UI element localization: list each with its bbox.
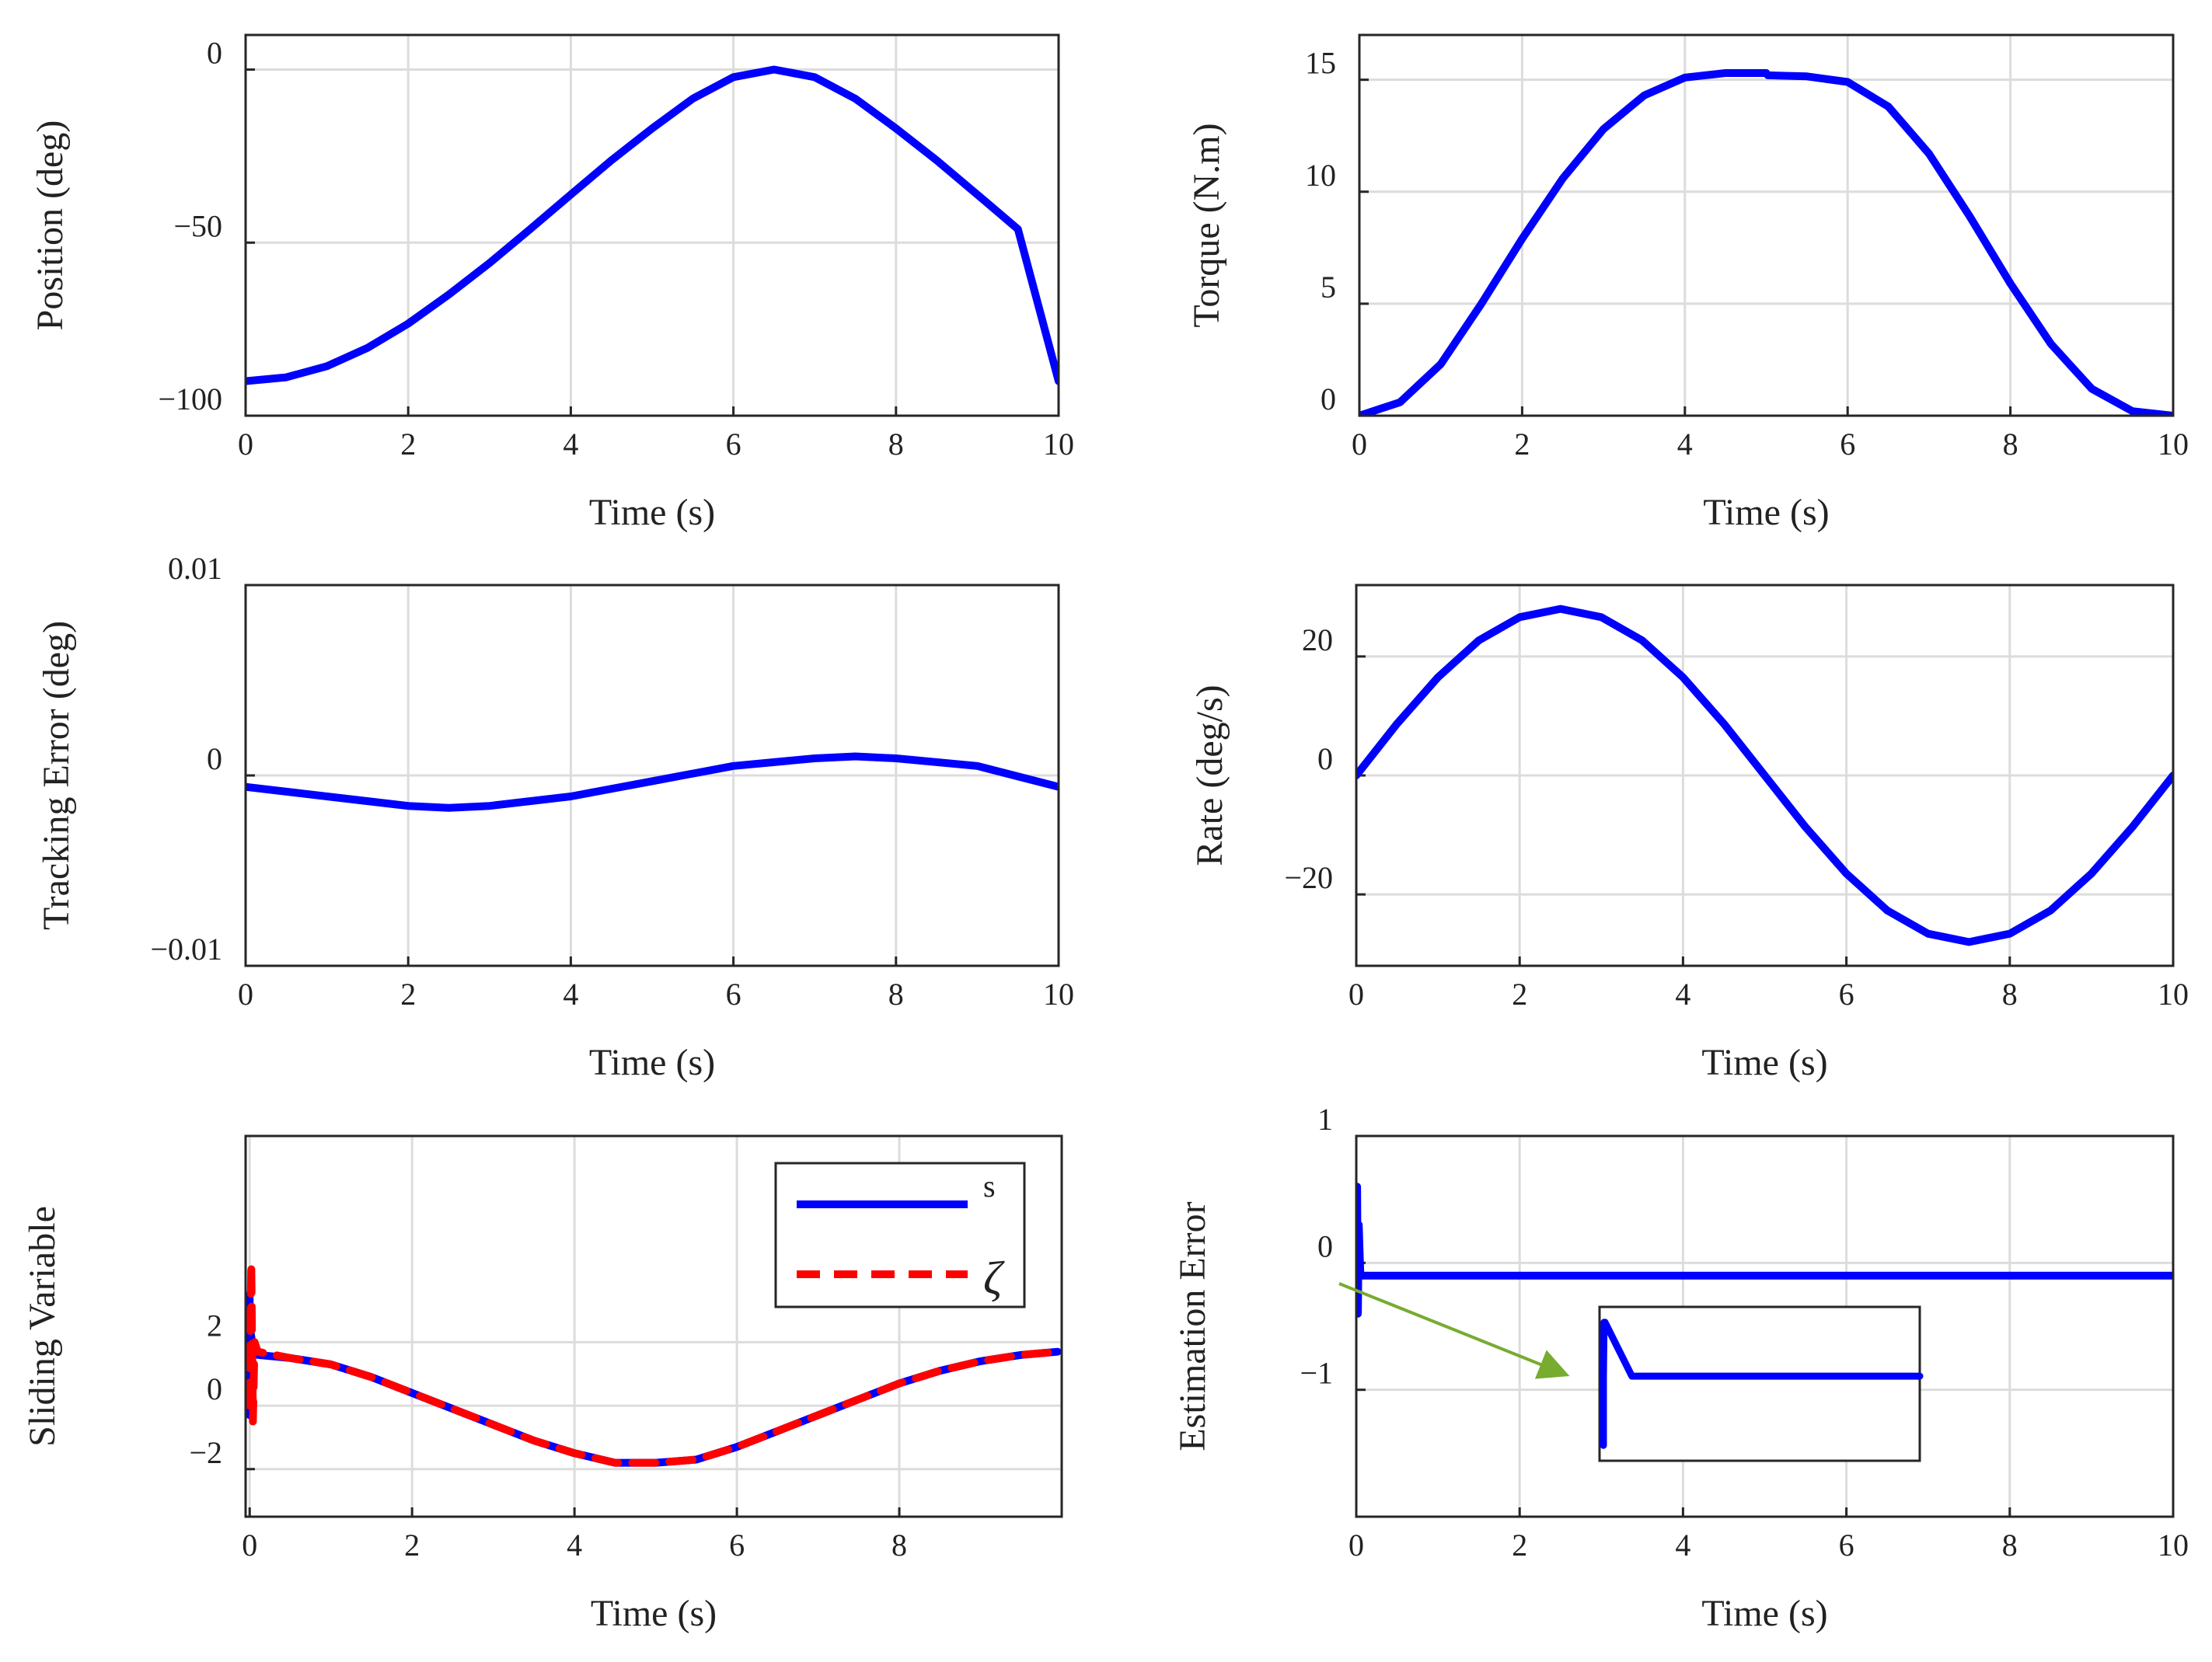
axes-frame	[1358, 33, 2175, 417]
x-tick-label: 8	[888, 427, 904, 462]
legend: sζ	[774, 1162, 1026, 1308]
inset-zoom	[1338, 1282, 1924, 1462]
y-tick-label: −2	[189, 1435, 222, 1470]
x-tick-label: 6	[726, 977, 741, 1012]
x-tick-label: 10	[2158, 977, 2189, 1012]
x-tick-label: 2	[404, 1528, 420, 1563]
x-axis-label: Time (s)	[1703, 492, 1829, 533]
x-tick-label: 0	[1348, 1528, 1364, 1563]
y-tick-label: 0	[207, 1371, 222, 1406]
plot-area	[246, 752, 1059, 812]
plot-area	[1359, 69, 2173, 416]
x-tick-label: 8	[2002, 1528, 2018, 1563]
x-tick-label: 2	[1514, 427, 1530, 462]
y-tick-label: −100	[158, 382, 222, 416]
axes-frame	[1355, 584, 2175, 967]
x-tick-label: 6	[729, 1528, 745, 1563]
series-line-torque	[1359, 69, 2173, 416]
y-tick-label: 1	[1317, 1102, 1333, 1137]
x-tick-label: 4	[1675, 977, 1690, 1012]
y-axis-label: Tracking Error (deg)	[36, 621, 77, 930]
x-axis-label: Time (s)	[589, 1042, 715, 1083]
axes-frame	[244, 1134, 1063, 1518]
y-tick-label: −1	[1300, 1356, 1333, 1391]
x-tick-label: 4	[563, 977, 578, 1012]
x-tick-label: 2	[1512, 977, 1527, 1012]
series-line-rate	[1356, 605, 2173, 946]
series-line-position	[246, 65, 1059, 385]
plot-area	[246, 65, 1059, 385]
inset-frame	[1598, 1305, 1921, 1462]
y-tick-label: 0	[207, 36, 222, 71]
x-tick-label: 10	[1043, 427, 1074, 462]
y-axis-label: Rate (deg/s)	[1189, 685, 1230, 866]
x-tick-label: 8	[888, 977, 904, 1012]
x-tick-label: 0	[242, 1528, 257, 1563]
x-tick-label: 8	[2003, 427, 2018, 462]
series-line-tracking-error	[246, 752, 1059, 812]
x-tick-label: 10	[2158, 427, 2189, 462]
x-tick-label: 4	[563, 427, 578, 462]
series-line-estimation-error	[1356, 1183, 2173, 1318]
axes-frame	[244, 33, 1060, 417]
y-tick-label: 10	[1305, 158, 1336, 193]
x-tick-label: 2	[400, 977, 416, 1012]
x-tick-label: 8	[2002, 977, 2018, 1012]
y-tick-label: −0.01	[150, 932, 222, 967]
x-tick-label: 0	[238, 977, 253, 1012]
x-axis-label: Time (s)	[591, 1593, 717, 1634]
axes-frame	[1355, 1134, 2175, 1518]
zoom-arrow	[1338, 1282, 1570, 1379]
y-axis-label: Position (deg)	[30, 120, 71, 331]
x-axis-label: Time (s)	[589, 492, 715, 533]
plot-area	[246, 1259, 1062, 1467]
series-line-zeta	[246, 1259, 1062, 1467]
x-tick-label: 4	[1675, 1528, 1690, 1563]
y-tick-label: 5	[1321, 270, 1336, 305]
chart-position: 0 2 4 6 8 10 −100 −50 0 Time (s) Position (deg)	[30, 33, 1074, 533]
x-axis-label: Time (s)	[1701, 1042, 1827, 1083]
y-tick-label: −50	[173, 208, 222, 243]
x-tick-label: 10	[2158, 1528, 2189, 1563]
y-tick-label: 0	[1321, 382, 1336, 416]
y-tick-label: −20	[1284, 860, 1333, 895]
y-axis-label: Estimation Error	[1172, 1201, 1213, 1451]
chart-torque: 0 2 4 6 8 10 0 5 10 15 Time (s) Torque (N.m)	[1186, 33, 2189, 533]
x-tick-label: 4	[1677, 427, 1693, 462]
y-tick-label: 2	[207, 1308, 222, 1343]
chart-estimation-error: 0 2 4 6 8 10 −1 0 1 Time (s) Estimation Error	[1172, 1102, 2189, 1634]
plot-area	[1356, 1183, 2173, 1318]
legend-label: s	[983, 1169, 996, 1204]
y-tick-label: 0	[207, 741, 222, 776]
x-tick-label: 0	[238, 427, 253, 462]
x-tick-label: 0	[1352, 427, 1367, 462]
x-tick-label: 2	[1512, 1528, 1527, 1563]
x-tick-label: 6	[1839, 977, 1854, 1012]
inset-curve	[1600, 1319, 1924, 1449]
y-tick-label: 15	[1305, 46, 1336, 81]
x-tick-label: 6	[726, 427, 741, 462]
y-tick-label: 0.01	[168, 551, 222, 586]
y-axis-label: Torque (N.m)	[1186, 123, 1227, 327]
x-tick-label: 4	[567, 1528, 582, 1563]
plot-area	[1356, 605, 2173, 946]
x-tick-label: 6	[1839, 1528, 1854, 1563]
x-tick-label: 6	[1840, 427, 1855, 462]
axes-frame	[244, 584, 1060, 967]
legend-box	[774, 1162, 1026, 1308]
x-tick-label: 8	[891, 1528, 907, 1563]
y-tick-label: 0	[1317, 1228, 1333, 1263]
chart-tracking-error: 0 2 4 6 8 10 −0.01 0 0.01 Time (s) Tracking Error …	[36, 551, 1074, 1083]
y-tick-label: 20	[1302, 622, 1333, 657]
y-axis-label: Sliding Variable	[22, 1206, 63, 1447]
y-tick-label: 0	[1317, 741, 1333, 776]
x-axis-label: Time (s)	[1701, 1593, 1827, 1634]
x-tick-label: 2	[400, 427, 416, 462]
x-tick-label: 10	[1043, 977, 1074, 1012]
legend-label: ζ	[983, 1253, 1005, 1304]
chart-rate: 0 2 4 6 8 10 −20 0 20 Time (s) Rate (deg/s)	[1189, 584, 2189, 1083]
x-tick-label: 0	[1348, 977, 1364, 1012]
